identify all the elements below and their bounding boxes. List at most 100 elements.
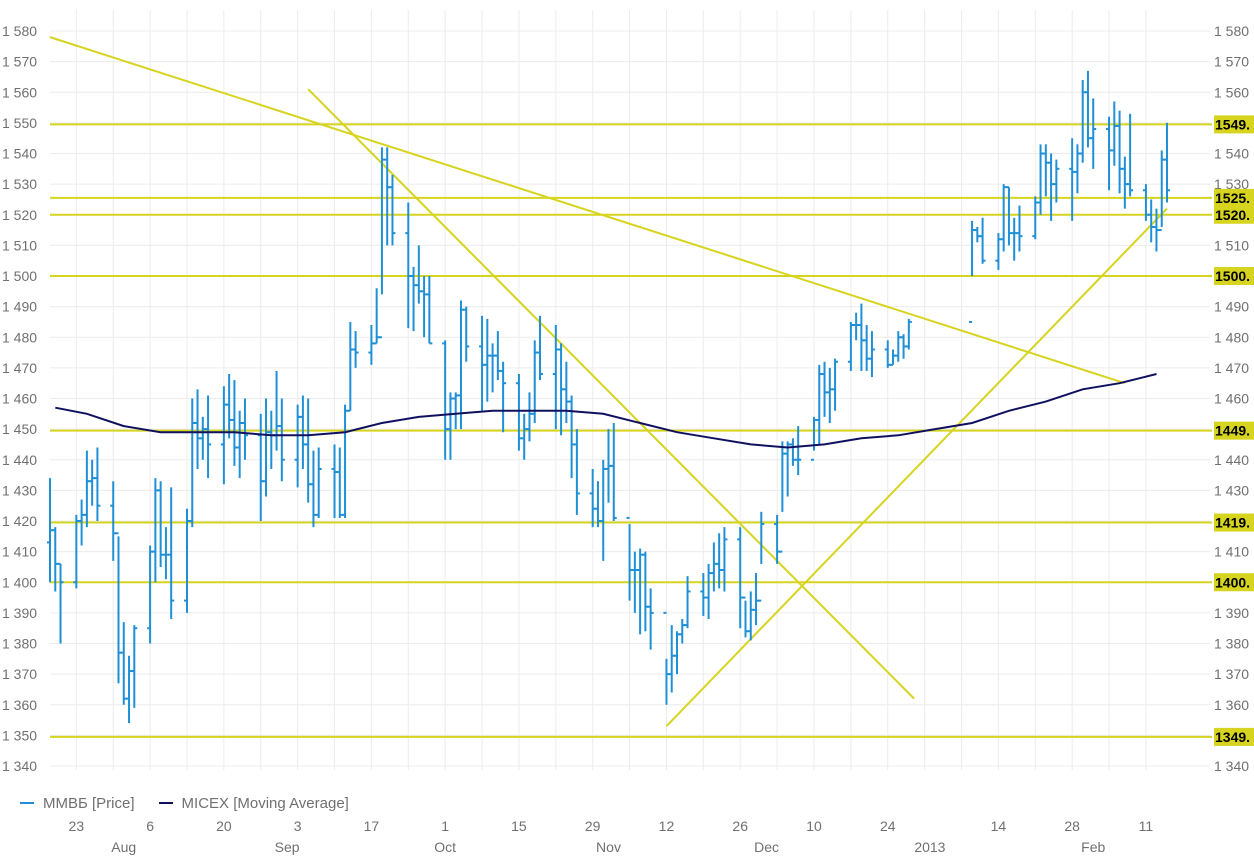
horizontal-levels [50, 123, 1212, 738]
y-tick-label-right: 1 360 [1214, 697, 1249, 713]
legend-ma-swatch [158, 802, 173, 804]
trend-line [665, 207, 1168, 727]
chart-grid [50, 10, 1210, 770]
y-tick-label-right: 1 570 [1214, 54, 1249, 70]
y-tick-label-left: 1 350 [2, 727, 37, 743]
y-tick-label-left: 1 380 [2, 636, 37, 652]
x-tick-day-label: 14 [991, 818, 1007, 834]
level-label-bg [1214, 421, 1254, 440]
moving-average-line [55, 373, 1157, 449]
y-tick-label-left: 1 430 [2, 482, 37, 498]
x-tick-month-label: Feb [1081, 839, 1105, 855]
y-tick-label-right: 1 480 [1214, 329, 1249, 345]
y-tick-label-left: 1 480 [2, 329, 37, 345]
x-tick-day-label: 3 [294, 818, 302, 834]
y-tick-label-right: 1 340 [1214, 758, 1249, 774]
level-label-bg [1214, 115, 1254, 134]
x-tick-day-label: 24 [880, 818, 896, 834]
y-tick-label-left: 1 560 [2, 84, 37, 100]
y-tick-label-left: 1 400 [2, 574, 37, 590]
x-tick-day-label: 23 [69, 818, 85, 834]
y-tick-label-right: 1 470 [1214, 360, 1249, 376]
y-tick-label-left: 1 360 [2, 697, 37, 713]
y-tick-label-left: 1 460 [2, 391, 37, 407]
y-tick-label-left: 1 570 [2, 54, 37, 70]
x-tick-month-label: Dec [754, 839, 779, 855]
y-tick-label-right: 1 380 [1214, 636, 1249, 652]
level-label: 1449. [1215, 423, 1250, 439]
x-tick-month-label: Sep [275, 839, 300, 855]
moving-average-series [55, 373, 1157, 449]
y-tick-label-left: 1 410 [2, 544, 37, 560]
y-tick-label-left: 1 470 [2, 360, 37, 376]
x-axis: 23 6 20 3 17 1 15 29 12 26 10 24 14 28 11 Aug Sep Oct Nov D… [69, 818, 1154, 855]
y-tick-label-left: 1 450 [2, 421, 37, 437]
level-label: 1520. [1215, 207, 1250, 223]
x-tick-day-label: 11 [1139, 818, 1154, 834]
y-tick-label-left: 1 420 [2, 513, 37, 529]
level-label-bg [1214, 188, 1254, 207]
x-tick-day-label: 17 [364, 818, 380, 834]
level-label: 1349. [1215, 729, 1250, 745]
y-tick-label-left: 1 490 [2, 299, 37, 315]
y-tick-label-left: 1 370 [2, 666, 37, 682]
y-tick-label-right: 1 460 [1214, 391, 1249, 407]
level-label-bg [1214, 727, 1254, 746]
y-axis-left: 1 340 1 350 1 360 1 370 1 380 1 390 1 400 1 410… [2, 23, 37, 774]
y-tick-label-right: 1 580 [1214, 23, 1249, 39]
y-tick-label-right: 1 390 [1214, 605, 1249, 621]
y-tick-label-left: 1 550 [2, 115, 37, 131]
y-tick-label-left: 1 520 [2, 207, 37, 223]
trend-line [307, 88, 915, 700]
x-tick-month-label: Oct [434, 839, 456, 855]
x-tick-day-label: 1 [441, 818, 449, 834]
x-tick-month-label: Aug [111, 839, 136, 855]
y-tick-label-right: 1 430 [1214, 482, 1249, 498]
level-label-bg [1214, 205, 1254, 224]
x-tick-day-label: 29 [585, 818, 601, 834]
level-label-bg [1214, 513, 1254, 532]
y-tick-label-right: 1 540 [1214, 146, 1249, 162]
y-tick-label-left: 1 580 [2, 23, 37, 39]
legend-ma-label: MICEX [Moving Average] [181, 794, 349, 812]
level-label: 1400. [1215, 574, 1250, 590]
y-tick-label-left: 1 390 [2, 605, 37, 621]
x-tick-month-label: Nov [596, 839, 621, 855]
level-label: 1419. [1215, 515, 1250, 531]
x-tick-day-label: 10 [806, 818, 822, 834]
legend-price-swatch [20, 802, 34, 804]
y-tick-label-left: 1 500 [2, 268, 37, 284]
y-tick-label-left: 1 530 [2, 176, 37, 192]
level-label-bg [1214, 573, 1254, 592]
trend-line [49, 36, 1126, 385]
legend-item-moving-average[interactable]: MICEX [Moving Average] [158, 794, 349, 812]
trend-lines [49, 36, 1168, 727]
y-tick-label-right: 1 560 [1214, 84, 1249, 100]
y-tick-label-left: 1 440 [2, 452, 37, 468]
y-tick-label-left: 1 510 [2, 237, 37, 253]
ohlc-series [47, 70, 1170, 724]
x-tick-month-label: 2013 [914, 839, 945, 855]
y-tick-label-right: 1 410 [1214, 544, 1249, 560]
x-tick-day-label: 15 [511, 818, 527, 834]
y-tick-label-right: 1 440 [1214, 452, 1249, 468]
y-tick-label-left: 1 340 [2, 758, 37, 774]
level-labels: 1549. 1525.1520. 1500. 1449. 1419. 1400. 1349. [1214, 115, 1254, 746]
legend-item-price[interactable]: ММВБ [Price] [20, 795, 135, 812]
chart-legend: ММВБ [Price] MICEX [Moving Average] [20, 793, 373, 813]
level-label: 1500. [1215, 268, 1250, 284]
x-tick-day-label: 6 [146, 818, 154, 834]
level-label: 1549. [1215, 116, 1250, 132]
level-label: 1525. [1215, 190, 1250, 206]
y-tick-label-right: 1 370 [1214, 666, 1249, 682]
legend-price-label: ММВБ [Price] [43, 794, 135, 812]
y-tick-label-right: 1 530 [1214, 176, 1249, 192]
x-tick-day-label: 12 [659, 818, 675, 834]
x-tick-day-label: 20 [216, 818, 232, 834]
y-tick-label-left: 1 540 [2, 146, 37, 162]
x-tick-day-label: 28 [1064, 818, 1080, 834]
x-tick-day-label: 26 [732, 818, 748, 834]
level-label-bg [1214, 267, 1254, 285]
